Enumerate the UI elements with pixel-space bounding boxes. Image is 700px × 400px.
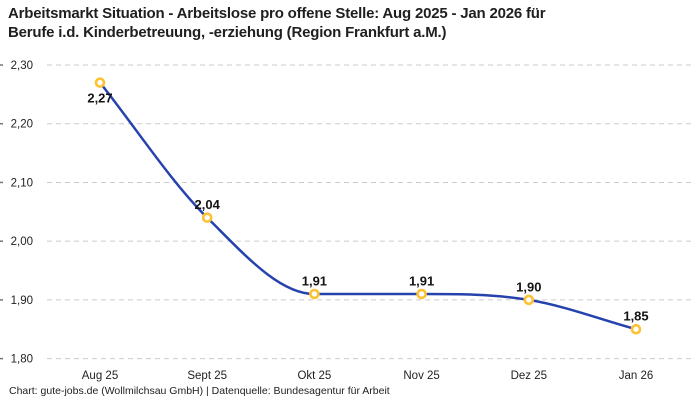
x-axis-label: Sept 25 bbox=[187, 370, 227, 382]
x-axis-label: Nov 25 bbox=[403, 370, 439, 382]
y-axis-tick bbox=[0, 122, 3, 125]
y-axis-label: 1,90 bbox=[11, 295, 33, 307]
data-point-marker[interactable] bbox=[523, 294, 535, 306]
chart-credit: Chart: gute-jobs.de (Wollmilchsau GmbH) … bbox=[9, 385, 390, 397]
y-axis-label: 2,20 bbox=[11, 119, 33, 131]
data-point-marker[interactable] bbox=[201, 212, 213, 223]
y-axis-tick bbox=[0, 64, 3, 66]
x-axis-label: Jan 26 bbox=[619, 370, 654, 382]
y-axis-tick bbox=[0, 181, 3, 184]
y-axis-label: 1,80 bbox=[11, 354, 33, 366]
data-point-label: 1,90 bbox=[516, 279, 541, 294]
x-axis-label: Aug 25 bbox=[82, 370, 118, 382]
data-point-label: 2,27 bbox=[87, 91, 112, 106]
data-point-label: 2,04 bbox=[195, 197, 221, 212]
chart-title: Arbeitsmarkt Situation - Arbeitslose pro… bbox=[8, 4, 696, 42]
y-axis-label: 2,10 bbox=[11, 177, 33, 189]
y-axis-tick bbox=[0, 299, 3, 301]
data-point-label: 1,91 bbox=[302, 274, 327, 289]
y-axis-label: 2,30 bbox=[11, 60, 33, 72]
x-axis-label: Dez 25 bbox=[511, 370, 547, 382]
chart-title-line2: Berufe i.d. Kinderbetreuung, -erziehung … bbox=[8, 24, 447, 41]
y-axis-tick bbox=[0, 240, 3, 242]
data-point-label: 1,91 bbox=[409, 274, 434, 289]
data-point-marker[interactable] bbox=[630, 323, 642, 335]
data-point-marker[interactable] bbox=[309, 288, 320, 300]
chart-title-line1: Arbeitsmarkt Situation - Arbeitslose pro… bbox=[8, 5, 546, 22]
y-axis-tick bbox=[0, 357, 3, 360]
data-point-marker[interactable] bbox=[416, 288, 427, 300]
data-point-marker[interactable] bbox=[94, 77, 106, 88]
x-axis-label: Okt 25 bbox=[297, 370, 331, 382]
line-series bbox=[98, 81, 638, 331]
y-axis-label: 2,00 bbox=[11, 236, 33, 248]
data-point-label: 1,85 bbox=[623, 309, 648, 324]
